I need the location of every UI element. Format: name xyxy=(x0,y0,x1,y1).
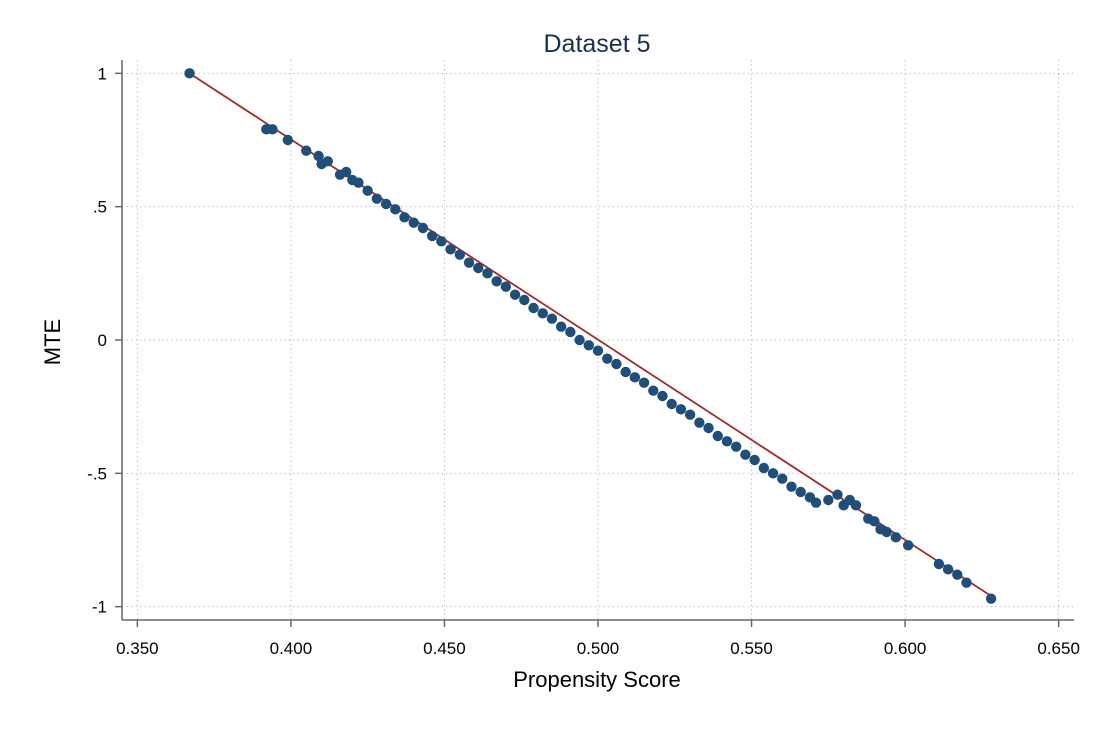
data-point xyxy=(473,262,484,274)
data-point xyxy=(703,422,714,434)
x-tick-label: 0.600 xyxy=(884,639,927,658)
data-point xyxy=(340,166,352,178)
data-point xyxy=(684,409,696,420)
data-point xyxy=(648,385,659,396)
data-point xyxy=(555,321,567,332)
x-tick-label: 0.350 xyxy=(116,639,159,658)
data-point xyxy=(832,489,843,500)
x-axis-title: Propensity Score xyxy=(513,667,681,692)
data-point xyxy=(519,294,530,306)
x-tick-label: 0.400 xyxy=(270,639,313,658)
data-point xyxy=(933,558,945,570)
data-point xyxy=(426,230,438,242)
y-tick-label: 0 xyxy=(98,331,107,350)
tick-labels: 0.350 0.400 0.450 0.500 0.550 0.600 0.650 1 .5 0 -… xyxy=(87,64,1080,658)
data-point xyxy=(565,326,576,338)
data-point xyxy=(408,217,419,228)
data-point xyxy=(890,532,902,543)
data-point xyxy=(629,372,641,383)
data-point xyxy=(777,473,788,484)
data-point xyxy=(850,500,862,511)
data-point xyxy=(666,398,677,410)
chart-title: Dataset 5 xyxy=(543,30,650,58)
data-point xyxy=(758,462,770,474)
data-point xyxy=(546,313,558,324)
x-tick-label: 0.500 xyxy=(577,639,620,658)
data-point xyxy=(509,289,521,300)
data-point xyxy=(985,593,997,604)
data-point xyxy=(952,569,963,580)
data-point xyxy=(620,366,631,378)
data-point xyxy=(721,436,733,447)
data-point xyxy=(638,377,650,388)
data-point xyxy=(362,185,373,196)
data-point xyxy=(881,526,892,538)
data-point xyxy=(961,577,972,588)
data-point xyxy=(399,212,410,223)
data-point xyxy=(942,564,954,575)
x-tick-label: 0.550 xyxy=(730,639,773,658)
data-point xyxy=(810,497,822,508)
axes xyxy=(115,60,1074,627)
data-point xyxy=(592,345,604,356)
data-point xyxy=(322,156,333,167)
data-point xyxy=(730,441,742,452)
data-point xyxy=(767,468,779,479)
data-point xyxy=(267,124,278,135)
data-point xyxy=(869,516,880,527)
data-point xyxy=(482,268,493,279)
data-point xyxy=(282,134,294,146)
data-point xyxy=(313,150,324,162)
data-point xyxy=(574,334,585,346)
data-point xyxy=(694,417,705,428)
data-point xyxy=(675,404,687,415)
data-point xyxy=(380,198,392,210)
data-point xyxy=(740,449,751,460)
data-point xyxy=(749,454,760,466)
data-point xyxy=(445,244,456,255)
y-tick-label: 1 xyxy=(98,64,107,83)
x-tick-label: 0.450 xyxy=(423,639,466,658)
data-point xyxy=(786,481,797,492)
data-point xyxy=(463,257,475,268)
data-point xyxy=(712,430,723,442)
data-point xyxy=(436,236,447,247)
data-point xyxy=(500,281,512,292)
data-point xyxy=(537,308,548,319)
data-point xyxy=(602,353,613,364)
data-point xyxy=(371,193,383,204)
y-tick-label: -1 xyxy=(92,598,107,617)
data-point xyxy=(795,486,806,498)
data-point xyxy=(611,358,622,370)
y-tick-label: -.5 xyxy=(87,464,107,483)
data-point xyxy=(454,249,466,260)
data-point xyxy=(417,222,429,234)
y-tick-label: .5 xyxy=(93,198,107,217)
data-point xyxy=(528,302,539,314)
y-axis-title: MTE xyxy=(40,319,65,365)
data-point xyxy=(184,68,195,79)
data-point xyxy=(657,390,668,402)
data-point xyxy=(902,540,914,551)
data-points xyxy=(184,68,997,604)
data-point xyxy=(823,494,834,506)
x-tick-label: 0.650 xyxy=(1037,639,1080,658)
data-point xyxy=(491,276,502,287)
data-point xyxy=(583,340,594,351)
data-point xyxy=(301,145,312,156)
data-point xyxy=(390,204,401,215)
data-point xyxy=(353,177,364,188)
